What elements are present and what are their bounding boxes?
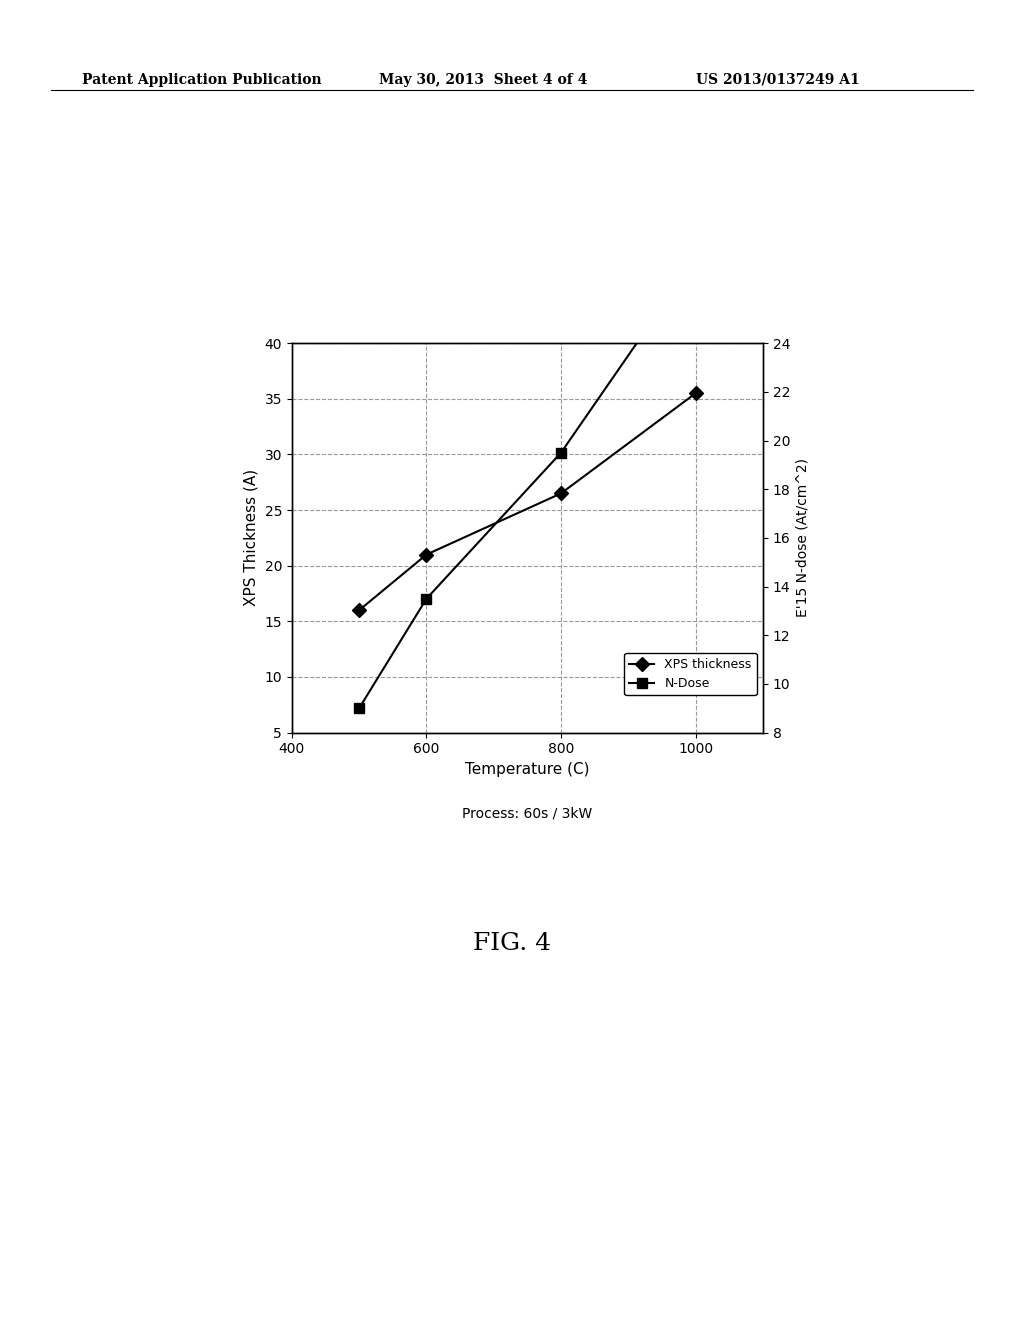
XPS thickness [420,546,432,562]
Text: FIG. 4: FIG. 4 [473,932,551,956]
Text: Process: 60s / 3kW: Process: 60s / 3kW [462,807,593,821]
Text: Patent Application Publication: Patent Application Publication [82,73,322,87]
Text: May 30, 2013  Sheet 4 of 4: May 30, 2013 Sheet 4 of 4 [379,73,587,87]
X-axis label: Temperature (C): Temperature (C) [465,762,590,777]
XPS thickness [555,486,567,502]
N-Dose [420,591,432,607]
Legend: XPS thickness, N-Dose: XPS thickness, N-Dose [625,653,757,696]
Y-axis label: E'15 N-dose (At/cm^2): E'15 N-dose (At/cm^2) [796,458,810,618]
XPS thickness [353,602,366,618]
XPS thickness [689,385,701,401]
N-Dose [689,249,701,265]
Y-axis label: XPS Thickness (A): XPS Thickness (A) [244,470,259,606]
Line: N-Dose: N-Dose [354,253,700,713]
Line: XPS thickness: XPS thickness [354,388,700,615]
Text: US 2013/0137249 A1: US 2013/0137249 A1 [696,73,860,87]
N-Dose [353,701,366,717]
N-Dose [555,445,567,461]
